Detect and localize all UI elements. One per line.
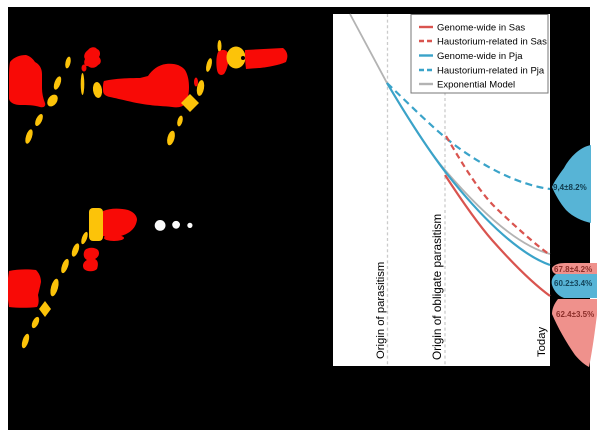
svg-text:67.8±4.2%: 67.8±4.2% bbox=[554, 265, 592, 274]
svg-text:Origin of parasitism: Origin of parasitism bbox=[375, 262, 387, 359]
svg-text:Today: Today bbox=[536, 327, 548, 357]
svg-text:Genome-wide in Sas: Genome-wide in Sas bbox=[437, 23, 525, 34]
svg-text:Haustorium-related in Sas: Haustorium-related in Sas bbox=[437, 37, 547, 48]
svg-text:Exponential Model: Exponential Model bbox=[437, 80, 515, 91]
svg-text:Origin of obligate parasitism: Origin of obligate parasitism bbox=[430, 214, 444, 360]
svg-text:9,4±8.2%: 9,4±8.2% bbox=[553, 183, 587, 192]
svg-text:Haustorium-related in Pja: Haustorium-related in Pja bbox=[437, 66, 545, 77]
svg-text:62.4±3.5%: 62.4±3.5% bbox=[556, 310, 594, 319]
svg-text:Genome-wide in Pja: Genome-wide in Pja bbox=[437, 51, 523, 62]
svg-text:60.2±3.4%: 60.2±3.4% bbox=[554, 279, 592, 288]
